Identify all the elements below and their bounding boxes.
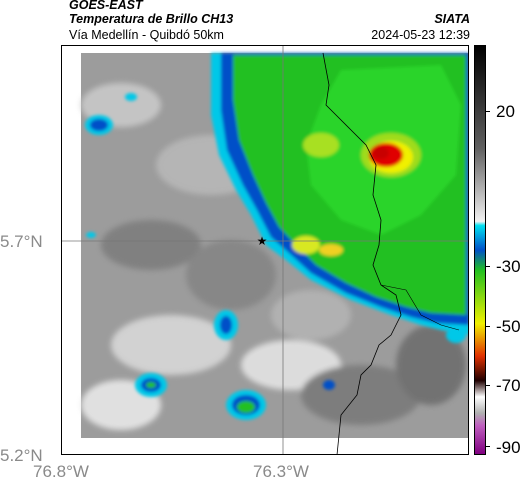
colorbar [474,45,486,455]
colorbar-label-minus-90: -90 [496,438,521,457]
satellite-map[interactable]: ★ [61,45,469,455]
product-title: Temperatura de Brillo CH13 [69,12,234,26]
satellite-title: GOES-EAST [69,0,143,12]
lon-label-76-3: 76.3°W [253,462,309,481]
location-marker-icon: ★ [257,234,268,248]
colorbar-label-minus-30: -30 [496,257,521,276]
colorbar-label-minus-70: -70 [496,376,521,395]
lat-label-5-2: 5.2°N [0,446,43,465]
organization-label: SIATA [434,12,470,26]
lat-label-5-7: 5.7°N [0,232,43,251]
lon-label-76-8: 76.8°W [33,462,89,481]
colorbar-label-minus-50: -50 [496,317,521,336]
colorbar-label-20: 20 [496,102,515,121]
route-label: Vía Medellín - Quibdó 50km [69,28,224,42]
border-line [322,52,402,455]
datetime-label: 2024-05-23 12:39 [371,28,470,42]
